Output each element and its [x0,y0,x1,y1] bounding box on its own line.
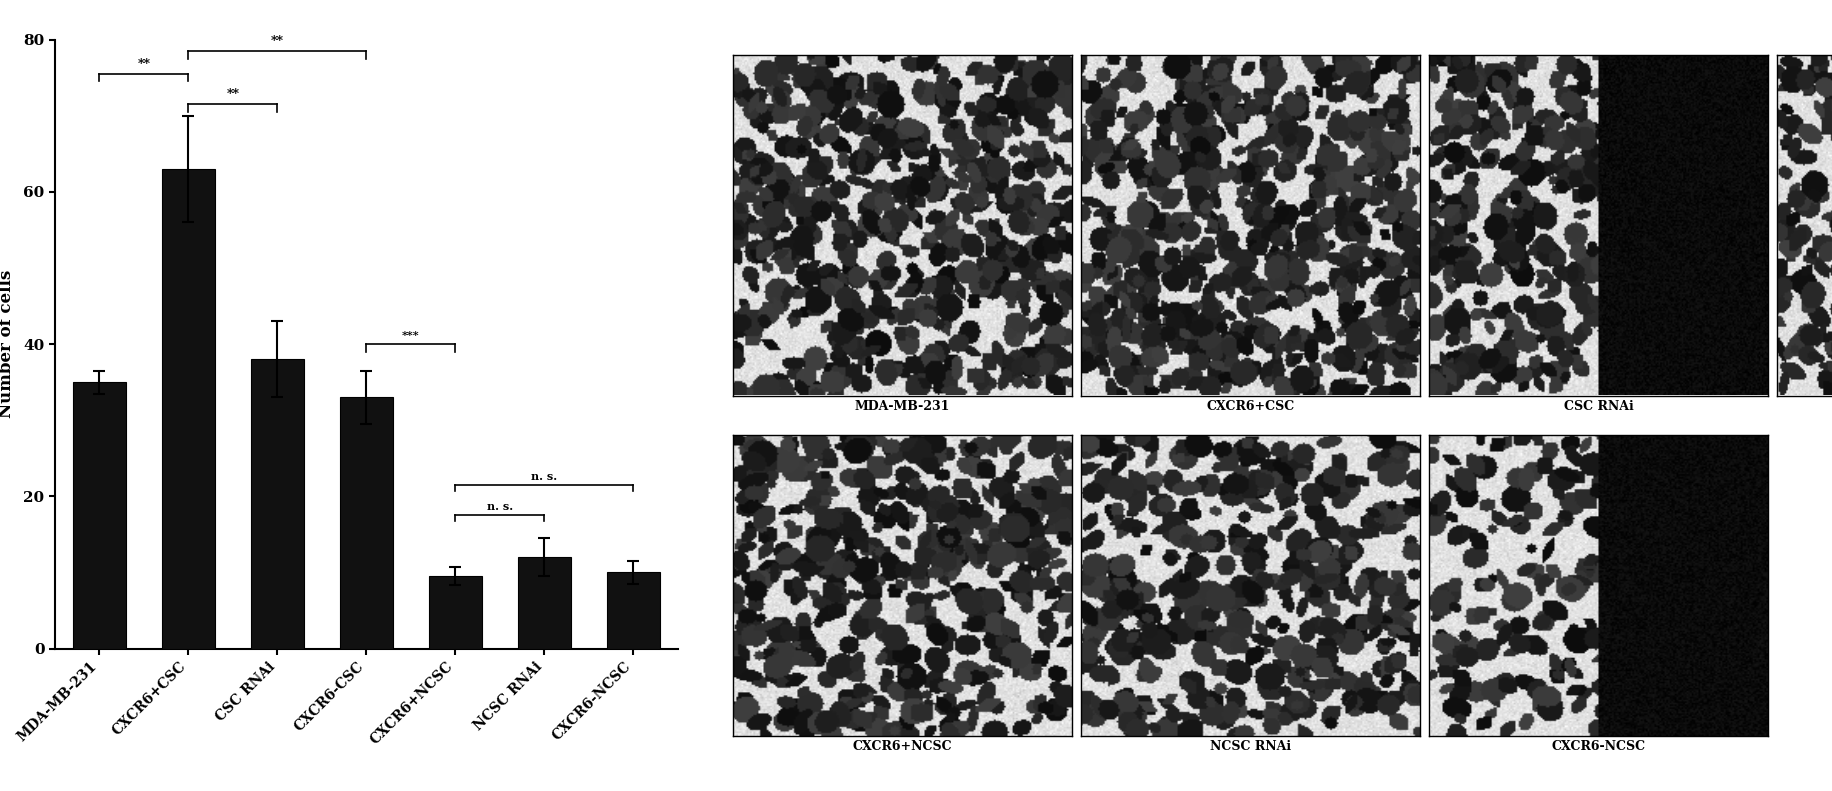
Text: **: ** [137,58,150,70]
Bar [606,573,660,649]
Bar [73,382,126,649]
X-axis label: CXCR6+NCSC: CXCR6+NCSC [852,740,953,753]
X-axis label: CXCR6-NCSC: CXCR6-NCSC [1552,740,1645,753]
Bar [518,557,572,649]
Bar [161,169,214,649]
Text: **: ** [227,89,240,101]
Text: n. s.: n. s. [487,501,513,513]
Bar [429,577,482,649]
X-axis label: NCSC RNAi: NCSC RNAi [1209,740,1292,753]
Bar [339,397,394,649]
Bar [251,359,304,649]
X-axis label: CXCR6+CSC: CXCR6+CSC [1205,399,1295,413]
Text: ***: *** [401,330,420,341]
Y-axis label: Number of cells: Number of cells [0,270,15,418]
X-axis label: CSC RNAi: CSC RNAi [1563,399,1634,413]
Text: **: ** [271,35,284,48]
Text: n. s.: n. s. [531,471,557,482]
X-axis label: MDA-MB-231: MDA-MB-231 [854,399,951,413]
